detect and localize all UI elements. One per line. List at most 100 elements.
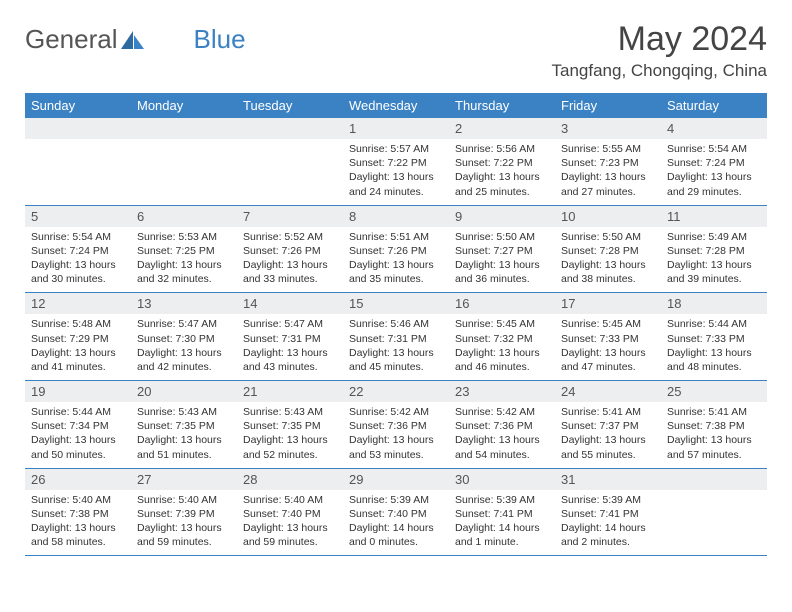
day-details: Sunrise: 5:55 AMSunset: 7:23 PMDaylight:… (555, 139, 661, 205)
header: General Blue May 2024 Tangfang, Chongqin… (25, 20, 767, 81)
day-details: Sunrise: 5:54 AMSunset: 7:24 PMDaylight:… (25, 227, 131, 293)
day-details: Sunrise: 5:45 AMSunset: 7:33 PMDaylight:… (555, 314, 661, 380)
day-cell-26: 26Sunrise: 5:40 AMSunset: 7:38 PMDayligh… (25, 468, 131, 556)
day-details: Sunrise: 5:48 AMSunset: 7:29 PMDaylight:… (25, 314, 131, 380)
day-cell-3: 3Sunrise: 5:55 AMSunset: 7:23 PMDaylight… (555, 118, 661, 205)
weekday-header-row: SundayMondayTuesdayWednesdayThursdayFrid… (25, 93, 767, 118)
day-number: 23 (449, 381, 555, 402)
day-details: Sunrise: 5:54 AMSunset: 7:24 PMDaylight:… (661, 139, 767, 205)
logo-text-2: Blue (194, 24, 246, 55)
day-cell-31: 31Sunrise: 5:39 AMSunset: 7:41 PMDayligh… (555, 468, 661, 556)
day-number: 17 (555, 293, 661, 314)
day-number: 14 (237, 293, 343, 314)
calendar-row: 12Sunrise: 5:48 AMSunset: 7:29 PMDayligh… (25, 293, 767, 381)
day-details: Sunrise: 5:56 AMSunset: 7:22 PMDaylight:… (449, 139, 555, 205)
day-number: 25 (661, 381, 767, 402)
day-cell-12: 12Sunrise: 5:48 AMSunset: 7:29 PMDayligh… (25, 293, 131, 381)
day-number: 7 (237, 206, 343, 227)
day-details (661, 490, 767, 551)
empty-cell (237, 118, 343, 205)
day-cell-17: 17Sunrise: 5:45 AMSunset: 7:33 PMDayligh… (555, 293, 661, 381)
weekday-sunday: Sunday (25, 93, 131, 118)
empty-cell (25, 118, 131, 205)
day-number: 9 (449, 206, 555, 227)
day-details (25, 139, 131, 200)
day-details: Sunrise: 5:57 AMSunset: 7:22 PMDaylight:… (343, 139, 449, 205)
day-details: Sunrise: 5:52 AMSunset: 7:26 PMDaylight:… (237, 227, 343, 293)
calendar-table: SundayMondayTuesdayWednesdayThursdayFrid… (25, 93, 767, 556)
day-number: 30 (449, 469, 555, 490)
month-title: May 2024 (552, 20, 768, 59)
day-cell-7: 7Sunrise: 5:52 AMSunset: 7:26 PMDaylight… (237, 205, 343, 293)
day-details: Sunrise: 5:42 AMSunset: 7:36 PMDaylight:… (343, 402, 449, 468)
day-number: 22 (343, 381, 449, 402)
day-cell-10: 10Sunrise: 5:50 AMSunset: 7:28 PMDayligh… (555, 205, 661, 293)
day-details: Sunrise: 5:50 AMSunset: 7:27 PMDaylight:… (449, 227, 555, 293)
day-number: 6 (131, 206, 237, 227)
day-cell-16: 16Sunrise: 5:45 AMSunset: 7:32 PMDayligh… (449, 293, 555, 381)
day-cell-9: 9Sunrise: 5:50 AMSunset: 7:27 PMDaylight… (449, 205, 555, 293)
day-number (25, 118, 131, 139)
day-cell-11: 11Sunrise: 5:49 AMSunset: 7:28 PMDayligh… (661, 205, 767, 293)
day-cell-30: 30Sunrise: 5:39 AMSunset: 7:41 PMDayligh… (449, 468, 555, 556)
day-number: 18 (661, 293, 767, 314)
day-details: Sunrise: 5:44 AMSunset: 7:33 PMDaylight:… (661, 314, 767, 380)
day-details: Sunrise: 5:40 AMSunset: 7:40 PMDaylight:… (237, 490, 343, 556)
day-cell-6: 6Sunrise: 5:53 AMSunset: 7:25 PMDaylight… (131, 205, 237, 293)
day-details: Sunrise: 5:39 AMSunset: 7:41 PMDaylight:… (555, 490, 661, 556)
weekday-friday: Friday (555, 93, 661, 118)
day-details: Sunrise: 5:45 AMSunset: 7:32 PMDaylight:… (449, 314, 555, 380)
location: Tangfang, Chongqing, China (552, 61, 768, 81)
day-cell-28: 28Sunrise: 5:40 AMSunset: 7:40 PMDayligh… (237, 468, 343, 556)
weekday-wednesday: Wednesday (343, 93, 449, 118)
day-details: Sunrise: 5:41 AMSunset: 7:37 PMDaylight:… (555, 402, 661, 468)
day-details: Sunrise: 5:39 AMSunset: 7:40 PMDaylight:… (343, 490, 449, 556)
day-cell-24: 24Sunrise: 5:41 AMSunset: 7:37 PMDayligh… (555, 381, 661, 469)
day-details: Sunrise: 5:39 AMSunset: 7:41 PMDaylight:… (449, 490, 555, 556)
day-details: Sunrise: 5:43 AMSunset: 7:35 PMDaylight:… (131, 402, 237, 468)
day-cell-2: 2Sunrise: 5:56 AMSunset: 7:22 PMDaylight… (449, 118, 555, 205)
day-number: 5 (25, 206, 131, 227)
empty-cell (661, 468, 767, 556)
day-number: 16 (449, 293, 555, 314)
calendar-row: 1Sunrise: 5:57 AMSunset: 7:22 PMDaylight… (25, 118, 767, 205)
day-details: Sunrise: 5:42 AMSunset: 7:36 PMDaylight:… (449, 402, 555, 468)
day-cell-14: 14Sunrise: 5:47 AMSunset: 7:31 PMDayligh… (237, 293, 343, 381)
day-number: 27 (131, 469, 237, 490)
day-details: Sunrise: 5:41 AMSunset: 7:38 PMDaylight:… (661, 402, 767, 468)
day-number: 4 (661, 118, 767, 139)
calendar-row: 5Sunrise: 5:54 AMSunset: 7:24 PMDaylight… (25, 205, 767, 293)
day-number: 10 (555, 206, 661, 227)
day-cell-29: 29Sunrise: 5:39 AMSunset: 7:40 PMDayligh… (343, 468, 449, 556)
day-number: 31 (555, 469, 661, 490)
day-cell-5: 5Sunrise: 5:54 AMSunset: 7:24 PMDaylight… (25, 205, 131, 293)
day-number: 28 (237, 469, 343, 490)
day-details: Sunrise: 5:49 AMSunset: 7:28 PMDaylight:… (661, 227, 767, 293)
weekday-saturday: Saturday (661, 93, 767, 118)
day-number (237, 118, 343, 139)
day-details: Sunrise: 5:51 AMSunset: 7:26 PMDaylight:… (343, 227, 449, 293)
day-cell-23: 23Sunrise: 5:42 AMSunset: 7:36 PMDayligh… (449, 381, 555, 469)
day-details: Sunrise: 5:40 AMSunset: 7:39 PMDaylight:… (131, 490, 237, 556)
day-cell-19: 19Sunrise: 5:44 AMSunset: 7:34 PMDayligh… (25, 381, 131, 469)
day-number: 26 (25, 469, 131, 490)
day-details: Sunrise: 5:47 AMSunset: 7:30 PMDaylight:… (131, 314, 237, 380)
day-number: 19 (25, 381, 131, 402)
day-details: Sunrise: 5:53 AMSunset: 7:25 PMDaylight:… (131, 227, 237, 293)
weekday-monday: Monday (131, 93, 237, 118)
day-details: Sunrise: 5:40 AMSunset: 7:38 PMDaylight:… (25, 490, 131, 556)
day-details (131, 139, 237, 200)
weekday-tuesday: Tuesday (237, 93, 343, 118)
day-number: 2 (449, 118, 555, 139)
day-number (661, 469, 767, 490)
weekday-thursday: Thursday (449, 93, 555, 118)
day-number: 29 (343, 469, 449, 490)
day-cell-8: 8Sunrise: 5:51 AMSunset: 7:26 PMDaylight… (343, 205, 449, 293)
title-block: May 2024 Tangfang, Chongqing, China (552, 20, 768, 81)
day-cell-1: 1Sunrise: 5:57 AMSunset: 7:22 PMDaylight… (343, 118, 449, 205)
day-details: Sunrise: 5:44 AMSunset: 7:34 PMDaylight:… (25, 402, 131, 468)
day-cell-27: 27Sunrise: 5:40 AMSunset: 7:39 PMDayligh… (131, 468, 237, 556)
day-cell-15: 15Sunrise: 5:46 AMSunset: 7:31 PMDayligh… (343, 293, 449, 381)
day-cell-20: 20Sunrise: 5:43 AMSunset: 7:35 PMDayligh… (131, 381, 237, 469)
day-number: 13 (131, 293, 237, 314)
